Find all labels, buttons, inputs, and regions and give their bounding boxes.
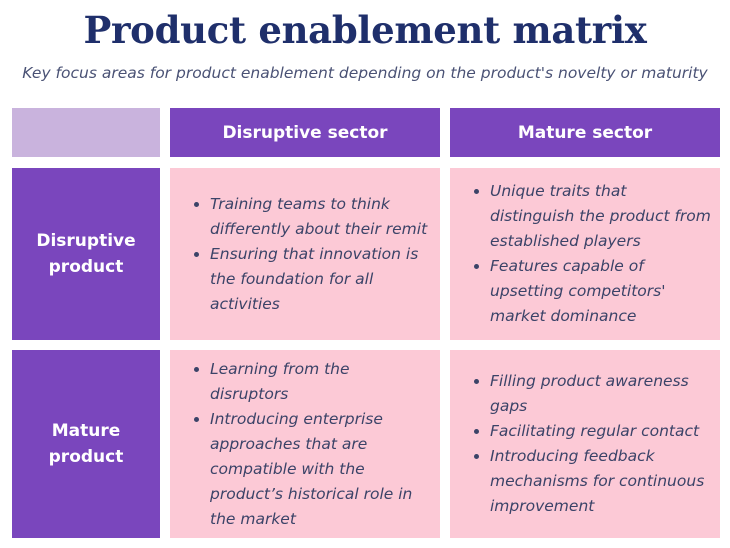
matrix-corner-cell (12, 108, 160, 157)
page-title: Product enablement matrix (83, 8, 647, 52)
cell-disruptive-product-mature-sector: Unique traits that distinguish the produ… (450, 168, 720, 340)
column-header-mature-sector: Mature sector (450, 108, 720, 157)
bullet-item: Introducing feedback mechanisms for cont… (490, 444, 712, 519)
bullet-item: Training teams to think differently abou… (210, 192, 432, 242)
row-header-disruptive-product: Disruptive product (12, 168, 160, 340)
bullet-item: Learning from the disruptors (210, 357, 432, 407)
bullet-list: Training teams to think differently abou… (188, 192, 432, 317)
bullet-item: Introducing enterprise approaches that a… (210, 407, 432, 532)
column-header-disruptive-sector: Disruptive sector (170, 108, 440, 157)
bullet-list: Unique traits that distinguish the produ… (468, 179, 712, 329)
bullet-list: Learning from the disruptors Introducing… (188, 357, 432, 532)
cell-mature-product-mature-sector: Filling product awareness gaps Facilitat… (450, 350, 720, 538)
cell-mature-product-disruptive-sector: Learning from the disruptors Introducing… (170, 350, 440, 538)
bullet-item: Filling product awareness gaps (490, 369, 712, 419)
page-subtitle: Key focus areas for product enablement d… (22, 64, 708, 82)
bullet-item: Unique traits that distinguish the produ… (490, 179, 712, 254)
row-header-mature-product: Mature product (12, 350, 160, 538)
bullet-item: Facilitating regular contact (490, 419, 712, 444)
cell-disruptive-product-disruptive-sector: Training teams to think differently abou… (170, 168, 440, 340)
bullet-list: Filling product awareness gaps Facilitat… (468, 369, 712, 519)
bullet-item: Features capable of upsetting competitor… (490, 254, 712, 329)
bullet-item: Ensuring that innovation is the foundati… (210, 242, 432, 317)
